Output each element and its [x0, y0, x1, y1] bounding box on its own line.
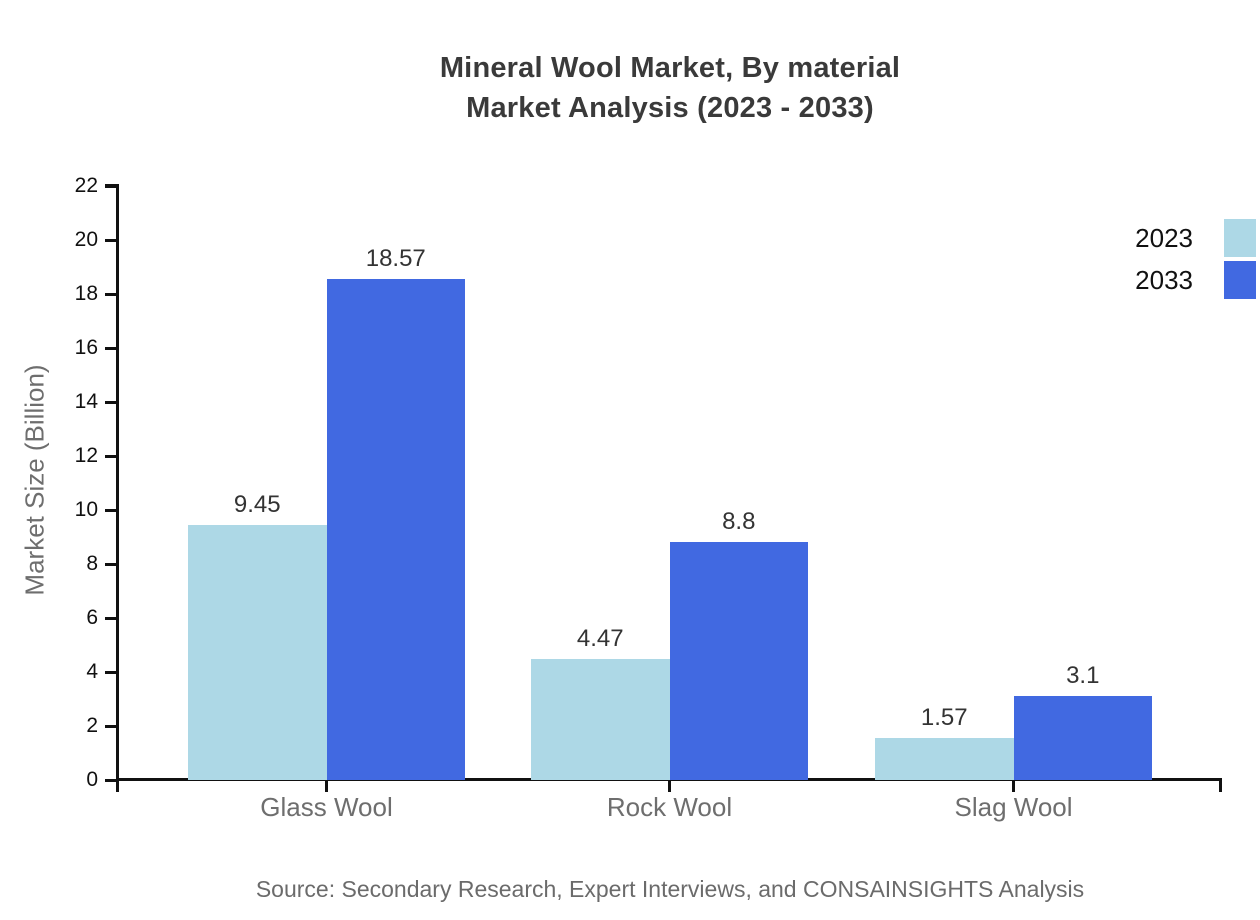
bar-2023-glass-wool [188, 524, 327, 780]
y-axis-tick [105, 293, 116, 296]
y-axis-tick [105, 617, 116, 620]
x-axis-tick [325, 780, 328, 792]
x-axis-category-label: Slag Wool [954, 792, 1073, 822]
y-axis-tick [105, 671, 116, 674]
y-axis-tick-label: 0 [86, 768, 98, 791]
chart-title: Mineral Wool Market, By material Market … [90, 48, 1250, 128]
y-axis-tick [105, 347, 116, 350]
x-axis-category-label: Rock Wool [606, 792, 733, 822]
y-axis-tick [105, 455, 116, 458]
legend-label-2023: 2023 [1135, 223, 1193, 253]
bar-2033-rock-wool [669, 542, 808, 780]
y-axis-tick-label: 14 [74, 390, 98, 413]
legend-swatch-2023 [1224, 219, 1256, 257]
y-axis-tick-label: 6 [86, 606, 98, 629]
y-axis-tick-label: 22 [74, 174, 98, 197]
y-axis-tick [105, 779, 116, 782]
bar-2023-slag-wool [875, 737, 1014, 780]
y-axis-tick [105, 401, 116, 404]
y-axis-tick-label: 10 [74, 498, 98, 521]
y-axis-tick-label: 18 [74, 282, 98, 305]
y-axis-tick [105, 185, 116, 188]
x-axis-category-label: Glass Wool [260, 792, 393, 822]
legend-label-2033: 2033 [1135, 265, 1193, 295]
chart-title-line1: Mineral Wool Market, By material [439, 52, 901, 84]
y-axis-tick [105, 563, 116, 566]
y-axis-tick-label: 2 [86, 714, 98, 737]
y-axis-tick [105, 509, 116, 512]
y-axis-tick-label: 20 [74, 228, 98, 251]
x-axis-end-cap [1219, 778, 1222, 792]
legend-swatch-2033 [1224, 261, 1256, 299]
chart-title-line2: Market Analysis (2023 - 2033) [466, 92, 874, 124]
y-axis-tick-label: 16 [74, 336, 98, 359]
bar-value-label: 4.47 [576, 625, 624, 653]
bar-2033-glass-wool [326, 278, 465, 780]
bar-value-label: 9.45 [233, 490, 281, 518]
bar-2023-rock-wool [531, 659, 670, 780]
bar-value-label: 18.57 [365, 244, 426, 272]
bar-2033-slag-wool [1013, 696, 1152, 780]
y-axis-tick [105, 725, 116, 728]
bar-value-label: 8.8 [722, 508, 756, 536]
bar-value-label: 3.1 [1066, 662, 1100, 690]
x-axis-tick [668, 780, 671, 792]
y-axis-tick [105, 239, 116, 242]
y-axis-line [116, 184, 119, 792]
source-attribution: Source: Secondary Research, Expert Inter… [255, 876, 1085, 902]
y-axis-tick-label: 8 [86, 552, 98, 575]
x-axis-tick [1012, 780, 1015, 792]
y-axis-tick-label: 4 [86, 660, 98, 683]
bar-value-label: 1.57 [920, 703, 968, 731]
y-axis-tick-label: 12 [74, 444, 98, 467]
